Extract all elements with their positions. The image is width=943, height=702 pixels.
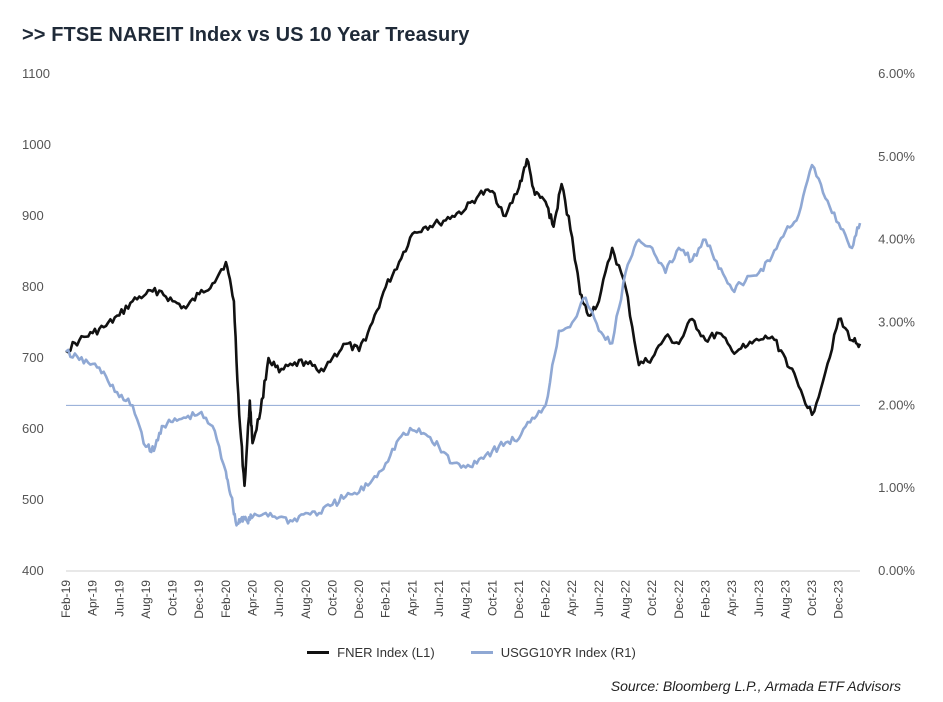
x-tick-label: Apr-21 bbox=[405, 580, 419, 616]
series-line-fner bbox=[65, 157, 862, 488]
x-tick-label: Apr-19 bbox=[86, 580, 100, 616]
x-tick-label: Oct-21 bbox=[485, 580, 499, 616]
x-tick-label: Feb-22 bbox=[539, 580, 553, 618]
y-left-tick-label: 400 bbox=[22, 563, 44, 578]
x-tick-label: Dec-19 bbox=[192, 580, 206, 619]
legend-item-usgg10yr: USGG10YR Index (R1) bbox=[470, 645, 636, 660]
series-line-usgg10yr bbox=[65, 163, 862, 527]
x-tick-label: Aug-21 bbox=[459, 580, 473, 619]
x-tick-label: Aug-19 bbox=[139, 580, 153, 619]
y-right-tick-label: 4.00% bbox=[878, 232, 915, 247]
y-left-tick-label: 900 bbox=[22, 208, 44, 223]
chart-plot: 400 500 600 700 800 900 1000 1100 0.00% 1.00% 2.00… bbox=[22, 66, 915, 619]
legend-label-usgg10yr: USGG10YR Index (R1) bbox=[500, 645, 636, 660]
y-right-tick-label: 5.00% bbox=[878, 149, 915, 164]
x-tick-label: Feb-20 bbox=[219, 580, 233, 618]
y-left-tick-label: 800 bbox=[22, 279, 44, 294]
x-tick-label: Oct-20 bbox=[325, 580, 339, 616]
x-tick-label: Apr-20 bbox=[246, 580, 260, 616]
x-tick-label: Feb-21 bbox=[379, 580, 393, 618]
y-right-tick-label: 3.00% bbox=[878, 315, 915, 330]
x-tick-label: Dec-22 bbox=[672, 580, 686, 619]
y-left-tick-label: 600 bbox=[22, 421, 44, 436]
x-tick-label: Jun-23 bbox=[752, 580, 766, 617]
x-tick-label: Oct-19 bbox=[166, 580, 180, 616]
x-tick-label: Jun-22 bbox=[592, 580, 606, 617]
legend-label-fner: FNER Index (L1) bbox=[337, 645, 435, 660]
y-right-tick-label: 0.00% bbox=[878, 563, 915, 578]
y-right-tick-label: 6.00% bbox=[878, 66, 915, 81]
chart-title: >> FTSE NAREIT Index vs US 10 Year Treas… bbox=[22, 24, 470, 46]
x-tick-label: Aug-23 bbox=[778, 580, 792, 619]
y-left-tick-label: 700 bbox=[22, 350, 44, 365]
y-right-tick-label: 2.00% bbox=[878, 397, 915, 412]
legend-item-fner: FNER Index (L1) bbox=[307, 645, 435, 660]
x-tick-label: Dec-21 bbox=[512, 580, 526, 619]
x-tick-label: Dec-20 bbox=[352, 580, 366, 619]
x-tick-label: Jun-19 bbox=[112, 580, 126, 617]
x-tick-label: Jun-20 bbox=[272, 580, 286, 617]
x-tick-label: Apr-23 bbox=[725, 580, 739, 616]
x-tick-label: Dec-23 bbox=[832, 580, 846, 619]
legend-swatch-usgg10yr bbox=[470, 651, 493, 654]
source-note: Source: Bloomberg L.P., Armada ETF Advis… bbox=[610, 678, 901, 694]
y-left-tick-label: 1000 bbox=[22, 137, 51, 152]
y-left-tick-label: 500 bbox=[22, 492, 44, 507]
x-tick-label: Oct-23 bbox=[805, 580, 819, 616]
x-tick-label: Feb-23 bbox=[698, 580, 712, 618]
x-tick-label: Aug-22 bbox=[619, 580, 633, 619]
legend: FNER Index (L1) USGG10YR Index (R1) bbox=[0, 645, 943, 660]
x-tick-label: Apr-22 bbox=[565, 580, 579, 616]
x-tick-label: Oct-22 bbox=[645, 580, 659, 616]
y-right-tick-label: 1.00% bbox=[878, 480, 915, 495]
y-left-tick-label: 1100 bbox=[22, 66, 50, 81]
x-tick-label: Jun-21 bbox=[432, 580, 446, 617]
x-tick-label: Aug-20 bbox=[299, 580, 313, 619]
legend-swatch-fner bbox=[307, 651, 330, 654]
x-tick-label: Feb-19 bbox=[59, 580, 73, 618]
